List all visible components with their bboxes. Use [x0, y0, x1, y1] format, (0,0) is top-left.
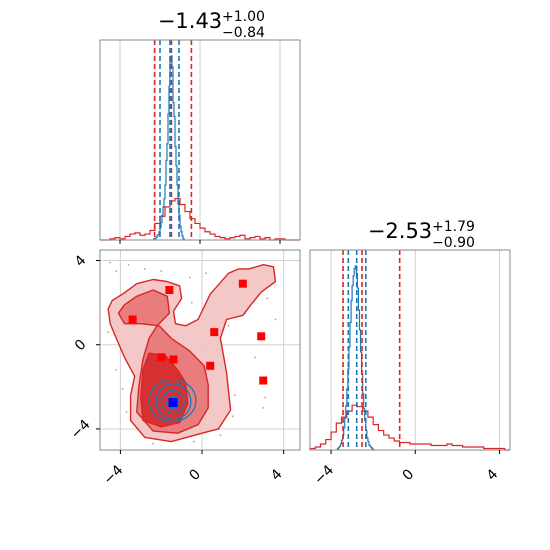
markers	[128, 279, 268, 408]
scatter-point	[266, 297, 269, 300]
x-ticks	[119, 240, 281, 244]
grid	[119, 40, 281, 240]
scatter-point	[188, 276, 191, 279]
blue-contour-level	[160, 389, 185, 415]
scatter-point	[127, 263, 130, 266]
histogram-blue	[153, 55, 185, 241]
scatter-point	[219, 434, 222, 437]
red-square-marker	[165, 286, 174, 294]
histogram-red	[100, 197, 300, 241]
blue-contour-level	[155, 383, 192, 421]
x-ticks: −4 0 4	[311, 450, 502, 488]
panel-title-upper-error: +1.00	[222, 9, 265, 25]
red-square-marker	[206, 361, 215, 370]
axes-frame	[99, 249, 301, 451]
scatter-point	[264, 396, 267, 399]
red-square-marker	[169, 355, 178, 364]
red-square-marker	[157, 353, 166, 362]
panel-title-lower-error: −0.84	[222, 25, 265, 41]
axes-frame	[309, 249, 511, 451]
y-tick-label: −4	[68, 417, 94, 443]
scatter-point	[107, 331, 110, 334]
scatter-point	[115, 369, 118, 371]
scatter-point	[262, 406, 265, 409]
scatter-point	[143, 268, 146, 270]
x-tick-label: 4	[484, 466, 502, 484]
x-tick-label: −4	[101, 462, 127, 488]
panel-title-lower-error: −0.90	[432, 235, 475, 251]
scatter-point	[233, 394, 236, 397]
red-square-marker	[238, 279, 247, 288]
histogram-series	[100, 55, 300, 241]
scatter-point	[109, 261, 112, 264]
scatter-point	[152, 442, 154, 445]
scatter-point	[192, 440, 195, 443]
red-square-marker	[128, 315, 137, 324]
red-square-marker	[210, 328, 219, 337]
panel-title-median: −1.43	[158, 9, 222, 33]
y-tick-label: 0	[72, 337, 90, 355]
blue-square-marker	[168, 398, 178, 408]
scatter-point	[115, 270, 118, 272]
scatter-point	[254, 356, 257, 359]
panel-title-upper-error: +1.79	[432, 219, 475, 235]
quantile-lines	[342, 250, 401, 450]
x-tick-label: 4	[268, 466, 286, 484]
histogram-panel-param2: −4 0 4 −2.53 +1.79 −0.90	[309, 219, 511, 488]
x-tick-label: −4	[311, 462, 337, 488]
red-square-marker	[257, 332, 266, 341]
panel-title-median: −2.53	[368, 219, 432, 243]
red-contours	[107, 264, 277, 443]
quantile-lines	[153, 40, 193, 240]
blue-contours	[148, 378, 197, 423]
histogram-red	[309, 404, 510, 451]
grid	[330, 250, 500, 450]
y-tick-label: 4	[72, 252, 90, 270]
red-square-marker	[259, 376, 268, 385]
scatter-point	[227, 324, 230, 327]
scatter-point	[231, 415, 234, 418]
scatter-point	[205, 272, 208, 275]
scatter-point	[190, 301, 193, 304]
scatter-point	[274, 318, 277, 321]
x-tick-label: 0	[400, 466, 418, 484]
histogram-series	[309, 265, 510, 451]
scatter-point	[125, 411, 128, 414]
histogram-panel-param1: −1.43 +1.00 −0.84	[99, 9, 301, 244]
x-tick-label: 0	[186, 466, 204, 484]
scatter-point	[160, 270, 163, 272]
blue-contour-level	[166, 395, 180, 410]
contour-scatter-panel: −4 0 4 −4 0 4	[68, 249, 301, 488]
scatter-point	[121, 388, 124, 390]
blue-contour-level	[148, 378, 197, 423]
